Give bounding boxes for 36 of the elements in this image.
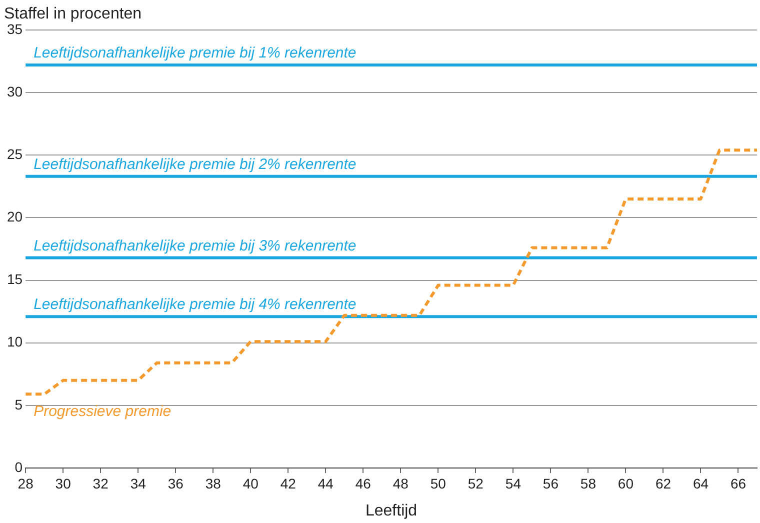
x-tick-label: 60 [618,475,634,492]
y-tick-label: 0 [14,458,23,475]
x-tick-label: 30 [55,475,72,492]
x-axis-title: Leeftijd [365,502,418,520]
series-label: Progressieve premie [34,402,172,420]
x-tick-label: 40 [242,475,259,492]
ref-line-label: Leeftijdsonafhankelijke premie bij 4% rekenrente [34,296,356,314]
x-tick-label: 52 [468,475,484,492]
y-tick-label: 30 [6,83,23,100]
line-series [26,148,757,396]
x-tick-label: 46 [355,475,372,492]
x-tick-label: 38 [205,475,222,492]
y-tick-label: 35 [6,20,23,37]
x-tick-label: 36 [168,475,184,492]
x-tick-label: 64 [692,475,709,492]
x-tick-label: 62 [655,475,672,492]
x-tick-label: 28 [18,475,34,492]
x-tick-label: 32 [92,475,109,492]
x-tick-label: 58 [580,475,596,492]
ref-line-label: Leeftijdsonafhankelijke premie bij 3% rekenrente [34,237,356,254]
ref-line-label: Leeftijdsonafhankelijke premie bij 1% rekenrente [34,44,356,62]
x-tick-label: 48 [392,475,409,492]
y-axis-title: Staffel in procenten [4,5,142,22]
y-tick-label: 25 [6,146,23,162]
x-tick-label: 56 [542,475,559,492]
y-tick-label: 15 [6,271,23,288]
y-tick-label: 20 [6,208,23,225]
x-tick-label: 34 [130,475,146,492]
y-tick-label: 5 [14,396,23,412]
x-tick-label: 66 [730,475,746,492]
x-tick-label: 42 [280,475,296,492]
ref-line-label: Leeftijdsonafhankelijke premie bij 2% rekenrente [34,156,356,174]
x-tick-label: 50 [430,475,446,492]
y-tick-label: 10 [6,334,23,350]
x-tick-label: 44 [318,475,334,492]
x-tick-label: 54 [505,475,522,492]
